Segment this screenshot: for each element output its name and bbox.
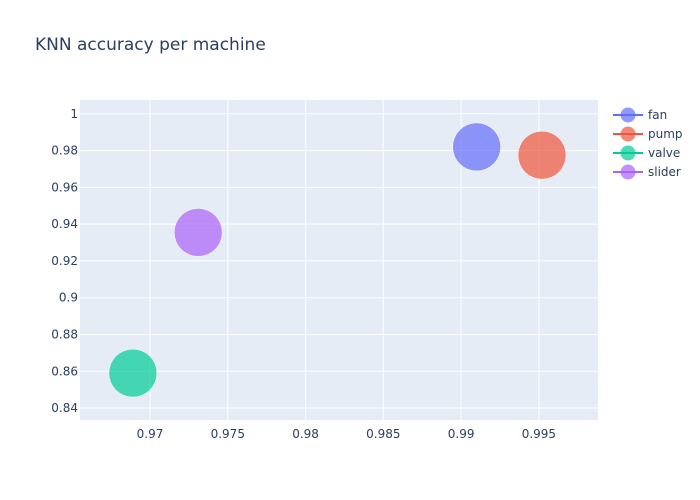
x-tick-label: 0.99: [448, 427, 475, 441]
legend-label-pump: pump: [648, 127, 683, 141]
legend-item-pump[interactable]: pump: [613, 126, 683, 142]
legend-label-valve: valve: [648, 146, 680, 160]
data-points: [108, 122, 567, 398]
legend: fan pump valve slider: [613, 107, 683, 180]
y-tick-label: 0.88: [51, 327, 78, 341]
legend-item-valve[interactable]: valve: [613, 145, 680, 161]
plot-area[interactable]: [80, 100, 598, 420]
x-tick-label: 0.975: [211, 427, 245, 441]
y-tick-label: 0.86: [51, 364, 78, 378]
data-point-slider[interactable]: [173, 208, 223, 257]
y-tick-label: 0.98: [51, 144, 78, 158]
legend-marker-pump: [620, 126, 636, 142]
legend-marker-fan: [620, 107, 636, 123]
y-tick-label: 0.84: [51, 401, 78, 415]
legend-item-slider[interactable]: slider: [613, 164, 681, 180]
y-tick-label: 0.92: [51, 254, 78, 268]
y-tick-label: 1: [70, 107, 78, 121]
y-tick-label: 0.9: [59, 291, 78, 305]
y-tick-label: 0.94: [51, 217, 78, 231]
legend-marker-valve: [620, 145, 636, 161]
x-tick-label: 0.985: [366, 427, 400, 441]
axis-ticks: 0.97 0.975 0.98 0.985 0.99 0.995 0.84 0.86 0.88 0…: [51, 107, 556, 441]
legend-marker-slider: [620, 164, 636, 180]
x-tick-label: 0.97: [137, 427, 164, 441]
y-tick-label: 0.96: [51, 180, 78, 194]
legend-label-fan: fan: [648, 108, 667, 122]
data-point-fan[interactable]: [452, 122, 501, 172]
x-tick-label: 0.98: [292, 427, 319, 441]
grid-lines: [80, 100, 598, 420]
data-point-valve[interactable]: [108, 348, 158, 398]
legend-label-slider: slider: [648, 165, 681, 179]
data-point-pump[interactable]: [517, 130, 567, 180]
chart-title: KNN accuracy per machine: [35, 35, 266, 55]
x-tick-label: 0.995: [522, 427, 556, 441]
legend-item-fan[interactable]: fan: [613, 107, 667, 123]
